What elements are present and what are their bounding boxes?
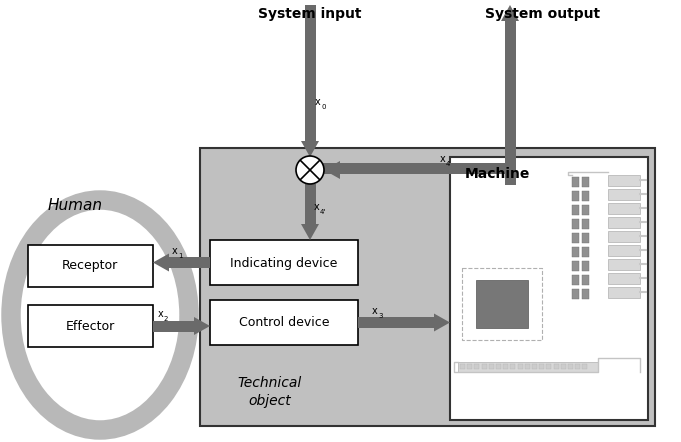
Bar [28, 305, 153, 347]
Bar [572, 219, 579, 229]
Bar [582, 247, 589, 257]
Text: x: x [315, 97, 321, 107]
Bar [608, 217, 640, 228]
Text: 1: 1 [178, 252, 183, 259]
Bar [608, 231, 640, 242]
Bar [510, 364, 516, 369]
Bar [572, 205, 579, 215]
Text: 0: 0 [321, 104, 326, 110]
Text: 4': 4' [320, 209, 326, 215]
Bar [582, 191, 589, 201]
Bar [462, 268, 542, 340]
Text: System output: System output [486, 7, 601, 21]
Bar [505, 21, 516, 157]
Circle shape [296, 156, 324, 184]
Bar [475, 364, 479, 369]
Text: Effector: Effector [65, 320, 114, 332]
Bar [572, 289, 579, 299]
Bar [575, 364, 580, 369]
Text: x: x [314, 202, 320, 212]
Text: Technical
object: Technical object [238, 376, 302, 408]
Bar [582, 364, 588, 369]
Bar [582, 205, 589, 215]
Text: Human: Human [48, 198, 103, 213]
Text: Control device: Control device [239, 316, 329, 328]
Bar [322, 163, 516, 174]
Bar [532, 364, 537, 369]
Bar [582, 289, 589, 299]
Bar [608, 287, 640, 298]
Bar [572, 261, 579, 271]
Bar [358, 317, 434, 328]
Bar [539, 364, 544, 369]
Text: 4: 4 [446, 161, 450, 167]
Bar [460, 364, 465, 369]
Bar [304, 5, 315, 141]
Text: 2: 2 [164, 316, 168, 322]
Text: 3: 3 [378, 312, 383, 319]
Bar [582, 233, 589, 243]
Text: x: x [440, 154, 446, 164]
Bar [582, 219, 589, 229]
Bar [554, 364, 558, 369]
Bar [28, 245, 153, 287]
Bar [153, 320, 194, 332]
Bar [518, 364, 522, 369]
Bar [572, 247, 579, 257]
Bar [608, 203, 640, 214]
Bar [608, 273, 640, 284]
Bar [568, 364, 573, 369]
Bar [572, 275, 579, 285]
Polygon shape [301, 141, 319, 157]
Bar [489, 364, 494, 369]
Bar [210, 300, 358, 345]
Bar [450, 157, 648, 420]
Polygon shape [434, 313, 450, 332]
Bar [572, 233, 579, 243]
Bar [608, 245, 640, 256]
Bar [608, 189, 640, 200]
Polygon shape [194, 317, 210, 335]
Text: Indicating device: Indicating device [230, 256, 338, 270]
Bar [200, 148, 655, 426]
Bar [582, 177, 589, 187]
Bar [608, 175, 640, 186]
Bar [546, 364, 552, 369]
Text: Machine: Machine [465, 167, 530, 181]
Bar [467, 364, 472, 369]
Bar [505, 157, 516, 185]
Bar [304, 184, 315, 224]
Bar [582, 261, 589, 271]
Bar [481, 364, 487, 369]
Bar [560, 364, 566, 369]
Bar [572, 177, 579, 187]
Text: x: x [158, 309, 163, 319]
Bar [210, 240, 358, 285]
Polygon shape [324, 161, 340, 179]
Bar [503, 364, 508, 369]
Bar [458, 362, 598, 372]
Bar [476, 280, 528, 328]
Bar [525, 364, 530, 369]
Bar [608, 259, 640, 270]
Bar [572, 191, 579, 201]
Text: System input: System input [258, 7, 362, 21]
Bar [169, 257, 210, 268]
Polygon shape [153, 254, 169, 271]
Text: Receptor: Receptor [62, 259, 118, 273]
Bar [496, 364, 501, 369]
Text: x: x [172, 245, 178, 255]
Polygon shape [501, 5, 519, 21]
Text: x: x [372, 305, 378, 316]
Bar [582, 275, 589, 285]
Polygon shape [301, 224, 319, 240]
